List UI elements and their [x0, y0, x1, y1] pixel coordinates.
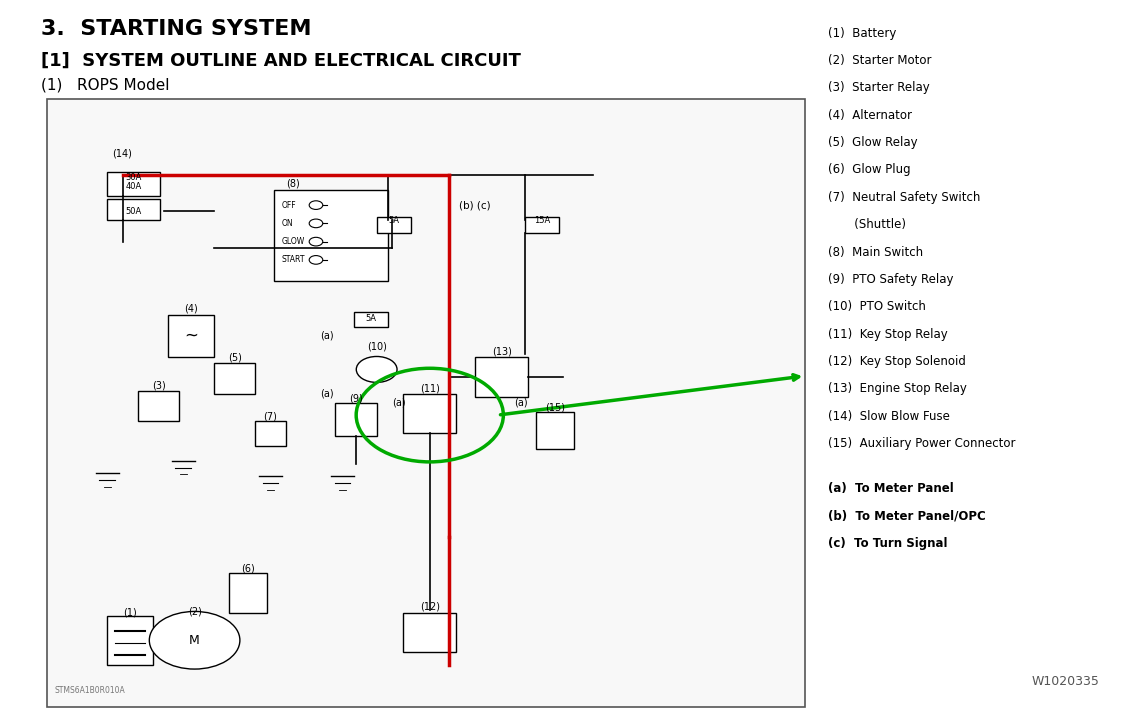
Text: (11)  Key Stop Relay: (11) Key Stop Relay	[827, 328, 948, 341]
Text: (1)   ROPS Model: (1) ROPS Model	[41, 77, 169, 92]
Text: (6)  Glow Plug: (6) Glow Plug	[827, 163, 910, 176]
Text: (6): (6)	[241, 563, 254, 573]
Text: 5A: 5A	[365, 315, 377, 323]
Bar	[108, 616, 153, 664]
Circle shape	[356, 356, 397, 382]
Bar	[229, 573, 267, 613]
Text: M: M	[190, 634, 200, 647]
Text: STMS6A1B0R010A: STMS6A1B0R010A	[54, 686, 125, 695]
Text: (4)  Alternator: (4) Alternator	[827, 108, 911, 121]
Text: (15)  Auxiliary Power Connector: (15) Auxiliary Power Connector	[827, 437, 1016, 450]
Text: (5): (5)	[228, 353, 242, 363]
Text: (a): (a)	[320, 331, 334, 341]
Text: GLOW: GLOW	[281, 237, 305, 246]
Text: (1): (1)	[124, 607, 137, 617]
Text: 40A: 40A	[126, 182, 142, 192]
Text: (14)  Slow Blow Fuse: (14) Slow Blow Fuse	[827, 410, 950, 423]
Text: 3.  STARTING SYSTEM: 3. STARTING SYSTEM	[41, 20, 311, 39]
Text: (8): (8)	[286, 179, 300, 189]
Text: START: START	[281, 255, 305, 265]
Text: W1020335: W1020335	[1032, 675, 1100, 688]
Circle shape	[309, 219, 322, 228]
Text: (a): (a)	[514, 398, 528, 408]
Text: [1]  SYSTEM OUTLINE AND ELECTRICAL CIRCUIT: [1] SYSTEM OUTLINE AND ELECTRICAL CIRCUI…	[41, 52, 521, 70]
Bar	[403, 613, 456, 652]
Text: (4): (4)	[184, 304, 197, 314]
Text: (a): (a)	[393, 398, 406, 408]
Text: (7)  Neutral Safety Switch: (7) Neutral Safety Switch	[827, 191, 981, 204]
Bar	[403, 394, 456, 433]
Text: (Shuttle): (Shuttle)	[827, 218, 906, 231]
Bar	[137, 390, 179, 422]
Text: (2)  Starter Motor: (2) Starter Motor	[827, 54, 932, 67]
Text: (13): (13)	[491, 347, 512, 356]
Bar	[108, 171, 160, 196]
Text: (9)  PTO Safety Relay: (9) PTO Safety Relay	[827, 273, 953, 286]
Text: 5A: 5A	[388, 216, 400, 225]
Bar	[255, 422, 286, 445]
Text: (10): (10)	[367, 341, 387, 351]
Circle shape	[309, 255, 322, 264]
Text: (10)  PTO Switch: (10) PTO Switch	[827, 300, 926, 313]
Text: (b) (c): (b) (c)	[460, 200, 491, 210]
Text: (12): (12)	[420, 602, 439, 612]
Text: (3): (3)	[152, 381, 166, 391]
Bar	[168, 315, 213, 357]
Bar	[354, 312, 388, 327]
Text: OFF: OFF	[281, 200, 296, 210]
Text: ~: ~	[184, 327, 197, 345]
Text: 15A: 15A	[533, 216, 550, 225]
Text: (a)  To Meter Panel: (a) To Meter Panel	[827, 482, 953, 495]
Text: (3)  Starter Relay: (3) Starter Relay	[827, 81, 930, 94]
Text: (8)  Main Switch: (8) Main Switch	[827, 246, 923, 259]
Text: (c)  To Turn Signal: (c) To Turn Signal	[827, 537, 948, 550]
Bar	[536, 412, 574, 448]
Bar	[524, 218, 558, 233]
Text: (13)  Engine Stop Relay: (13) Engine Stop Relay	[827, 382, 967, 395]
Text: (b)  To Meter Panel/OPC: (b) To Meter Panel/OPC	[827, 510, 985, 523]
Text: (12)  Key Stop Solenoid: (12) Key Stop Solenoid	[827, 355, 966, 368]
Text: 30A: 30A	[126, 174, 142, 182]
Circle shape	[309, 237, 322, 246]
Text: (15): (15)	[545, 403, 565, 413]
Text: ON: ON	[281, 219, 294, 228]
Text: (11): (11)	[420, 384, 439, 394]
Bar	[108, 199, 160, 221]
Bar	[476, 357, 529, 397]
FancyBboxPatch shape	[47, 98, 805, 707]
Bar	[275, 190, 388, 281]
Text: (5)  Glow Relay: (5) Glow Relay	[827, 136, 917, 149]
Circle shape	[309, 201, 322, 210]
Text: 50A: 50A	[126, 207, 142, 215]
Text: (9): (9)	[350, 393, 363, 403]
Text: (14): (14)	[112, 148, 133, 158]
Bar	[377, 218, 411, 233]
Text: (1)  Battery: (1) Battery	[827, 27, 897, 40]
Circle shape	[150, 612, 239, 669]
Text: (a): (a)	[320, 389, 334, 399]
Text: (2): (2)	[187, 606, 202, 616]
Text: (7): (7)	[263, 411, 277, 422]
Bar	[213, 364, 255, 394]
Bar	[335, 403, 377, 437]
